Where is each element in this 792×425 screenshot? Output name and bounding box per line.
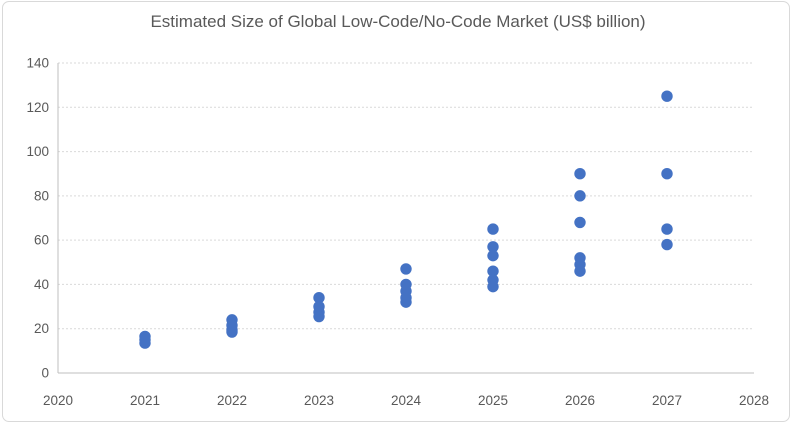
data-point xyxy=(661,90,673,102)
tick-labels-layer: 0 20 40 60 80 100 120 140 2020 2021 2022 2023 2024 20… xyxy=(26,56,769,409)
x-axis-tick-label: 2021 xyxy=(130,393,160,408)
data-point xyxy=(574,265,586,277)
y-axis-tick-label: 100 xyxy=(26,144,49,159)
data-point xyxy=(400,296,412,308)
data-points-layer xyxy=(139,90,673,349)
data-point xyxy=(487,223,499,235)
y-axis-tick-label: 80 xyxy=(34,188,49,203)
data-point xyxy=(574,168,586,180)
data-point xyxy=(313,292,325,304)
y-axis-tick-label: 0 xyxy=(41,366,49,381)
data-point xyxy=(139,337,151,349)
x-axis-tick-label: 2020 xyxy=(43,393,73,408)
x-axis-tick-label: 2024 xyxy=(391,393,422,408)
x-axis-tick-label: 2022 xyxy=(217,393,247,408)
y-axis-tick-label: 140 xyxy=(26,56,49,71)
y-axis-tick-label: 40 xyxy=(34,277,49,292)
y-axis-tick-label: 120 xyxy=(26,100,49,115)
x-axis-tick-label: 2025 xyxy=(478,393,508,408)
axes-layer xyxy=(57,63,754,374)
data-point xyxy=(487,280,499,293)
x-axis-tick-label: 2028 xyxy=(739,393,769,408)
data-point xyxy=(661,168,673,180)
data-point xyxy=(487,265,499,277)
gridlines-layer xyxy=(58,62,754,330)
data-point xyxy=(574,216,586,229)
chart-title: Estimated Size of Global Low-Code/No-Cod… xyxy=(150,12,645,31)
y-axis-tick-label: 20 xyxy=(34,321,49,336)
y-axis-tick-label: 60 xyxy=(34,233,49,248)
data-point xyxy=(400,263,412,275)
x-axis-tick-label: 2026 xyxy=(565,393,595,408)
data-point xyxy=(226,326,238,338)
data-point xyxy=(487,241,499,253)
data-point xyxy=(487,249,499,262)
data-point xyxy=(661,223,673,235)
data-point xyxy=(313,310,325,323)
x-axis-tick-label: 2027 xyxy=(652,393,682,408)
data-point xyxy=(661,238,673,251)
data-point xyxy=(574,190,586,202)
x-axis-tick-label: 2023 xyxy=(304,393,334,408)
